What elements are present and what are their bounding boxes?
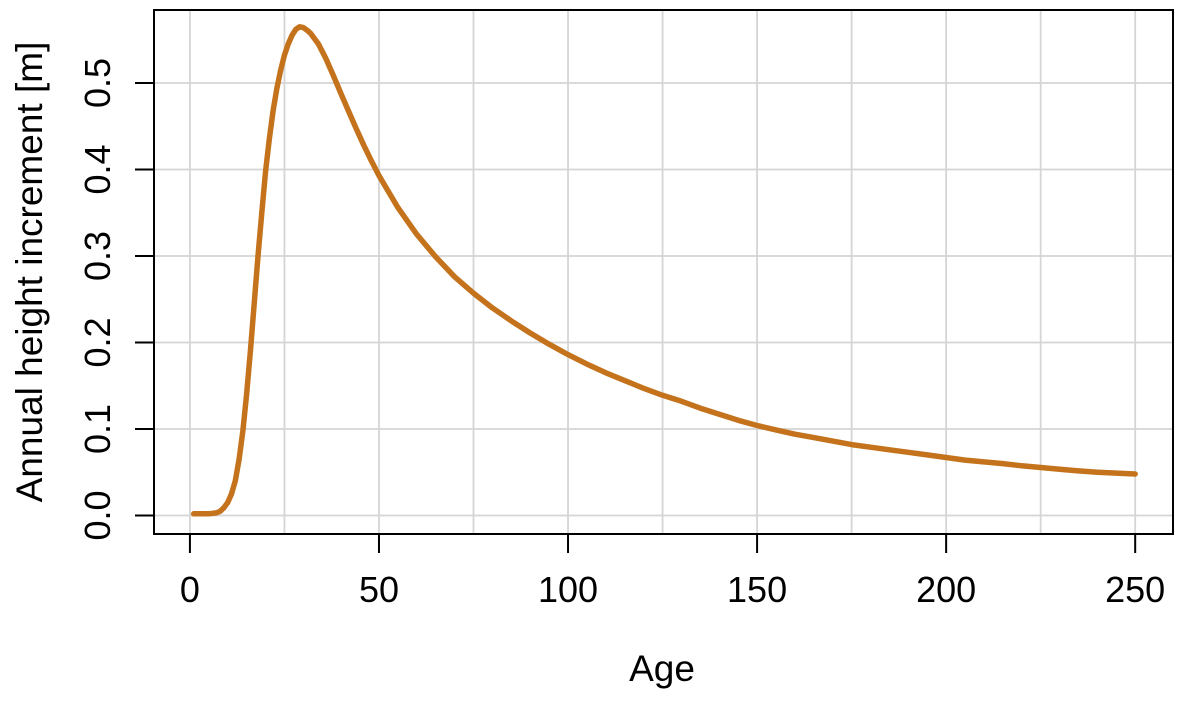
x-tick-label: 200 <box>916 569 976 610</box>
x-tick-label: 250 <box>1105 569 1165 610</box>
x-tick-label: 150 <box>727 569 787 610</box>
plot-border <box>153 9 1174 535</box>
y-tick-label: 0.1 <box>77 404 118 454</box>
y-tick-label: 0.0 <box>77 490 118 540</box>
axis-ticks <box>135 82 1137 553</box>
increment-curve <box>190 24 1138 517</box>
x-tick-label: 0 <box>180 569 200 610</box>
y-tick-label: 0.5 <box>77 58 118 108</box>
tick-labels: 0 50 100 150 200 250 0.0 0.1 0.2 0.3 0.4 0.5 <box>77 58 1165 610</box>
y-axis-title: Annual height increment [m] <box>9 42 50 503</box>
x-tick-label: 50 <box>359 569 399 610</box>
gridlines <box>154 10 1173 534</box>
x-axis-title: Age <box>629 648 695 689</box>
y-tick-label: 0.3 <box>77 231 118 281</box>
y-tick-label: 0.4 <box>77 144 118 194</box>
y-tick-label: 0.2 <box>77 317 118 367</box>
series-curve-layer <box>190 24 1138 517</box>
x-tick-label: 100 <box>538 569 598 610</box>
